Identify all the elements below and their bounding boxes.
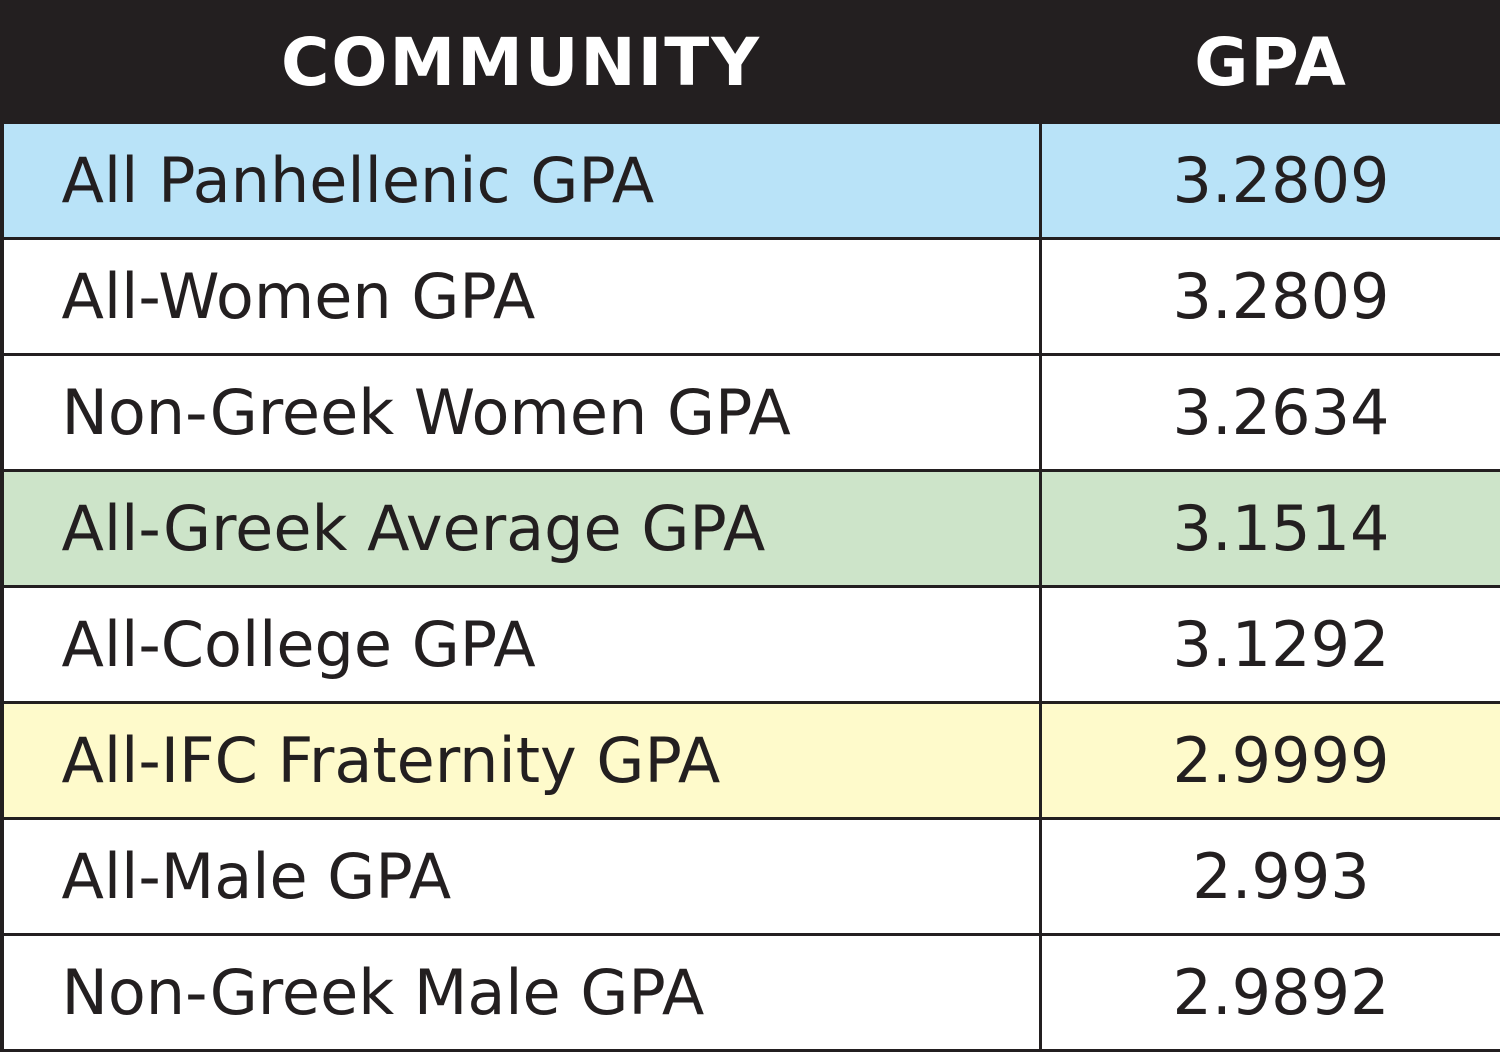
table-row: All Panhellenic GPA 3.2809 [0,120,1500,240]
table-row: All-Greek Average GPA 3.1514 [0,468,1500,588]
table-row: All-IFC Fraternity GPA 2.9999 [0,700,1500,820]
header-row: COMMUNITY GPA [0,0,1500,124]
gpa-cell: 2.9999 [1038,700,1500,820]
community-cell: All-Greek Average GPA [0,468,1042,588]
column-header-community: COMMUNITY [0,0,1042,124]
community-cell: All-IFC Fraternity GPA [0,700,1042,820]
community-cell: All-Male GPA [0,816,1042,936]
table-row: Non-Greek Male GPA 2.9892 [0,932,1500,1052]
community-cell: All-College GPA [0,584,1042,704]
gpa-cell: 2.993 [1038,816,1500,936]
gpa-cell: 3.2634 [1038,352,1500,472]
gpa-cell: 3.1292 [1038,584,1500,704]
community-cell: All Panhellenic GPA [0,120,1042,240]
gpa-cell: 3.1514 [1038,468,1500,588]
community-cell: Non-Greek Women GPA [0,352,1042,472]
gpa-cell: 3.2809 [1038,120,1500,240]
community-cell: Non-Greek Male GPA [0,932,1042,1052]
table-row: All-Women GPA 3.2809 [0,236,1500,356]
column-header-gpa: GPA [1038,0,1500,124]
table-body: All Panhellenic GPA 3.2809 All-Women GPA 3.… [0,120,1500,1052]
table-row: All-College GPA 3.1292 [0,584,1500,704]
gpa-cell: 2.9892 [1038,932,1500,1052]
table-row: Non-Greek Women GPA 3.2634 [0,352,1500,472]
community-cell: All-Women GPA [0,236,1042,356]
gpa-cell: 3.2809 [1038,236,1500,356]
table-row: All-Male GPA 2.993 [0,816,1500,936]
table-header: COMMUNITY GPA [0,0,1500,124]
